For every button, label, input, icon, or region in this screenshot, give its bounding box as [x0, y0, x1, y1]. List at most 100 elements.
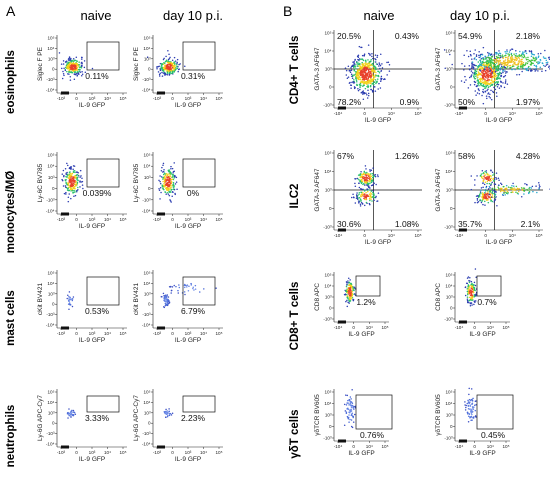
y-tick-label: -10³	[323, 225, 332, 230]
y-axis-label: GATA-3 AF647	[314, 168, 321, 211]
y-tick-label: 10⁴	[143, 46, 150, 51]
y-axis-label: Ly-6C BV785	[133, 163, 140, 202]
quadrant-percentage: 0.43%	[395, 31, 420, 41]
column-header-b: day 10 p.i.	[450, 8, 510, 23]
gate-percentage: 0%	[187, 188, 200, 198]
y-tick-label: 10⁴	[324, 49, 331, 54]
x-tick-label: 0	[75, 96, 78, 101]
y-tick-label: -10³	[444, 436, 453, 441]
x-axis-label: IL-9 GFP	[175, 456, 201, 463]
y-tick-label: 0	[52, 302, 55, 307]
x-tick-label: 10³	[89, 96, 96, 101]
quadrant-percentage: 58%	[458, 151, 475, 161]
x-tick-label: -10³	[57, 217, 66, 222]
x-tick-label: 10⁴	[509, 233, 516, 238]
x-tick-label: -10³	[57, 331, 66, 336]
quadrant-percentage: 2.1%	[521, 219, 541, 229]
y-tick-label: 10⁴	[143, 281, 150, 286]
y-tick-label: 10³	[446, 413, 453, 418]
x-tick-label: 10⁵	[215, 331, 222, 336]
y-tick-label: -10³	[142, 77, 151, 82]
y-tick-label: 10³	[446, 295, 453, 300]
y-tick-label: 0	[329, 424, 332, 429]
x-tick-label: 10³	[185, 450, 192, 455]
x-tick-label: 10⁴	[366, 325, 373, 330]
x-axis-label: IL-9 GFP	[79, 456, 105, 463]
x-tick-label: 0	[484, 233, 487, 238]
x-tick-label: -10³	[153, 217, 162, 222]
column-header-a: naive	[80, 8, 111, 23]
y-tick-label: 0	[450, 85, 453, 90]
y-tick-label: 10⁵	[143, 271, 150, 276]
y-axis-label: CD8 APC	[314, 283, 321, 311]
gate-percentage: 1.2%	[356, 297, 376, 307]
gate-percentage: 6.79%	[181, 306, 206, 316]
x-tick-label: 10³	[89, 331, 96, 336]
y-tick-label: 10³	[48, 56, 55, 61]
y-tick-label: 10⁵	[47, 271, 54, 276]
gate-percentage: 0.7%	[477, 297, 497, 307]
y-tick-label: 10⁴	[445, 49, 452, 54]
y-tick-label: 10⁴	[445, 284, 452, 289]
x-axis-label: IL-9 GFP	[486, 117, 512, 124]
x-tick-label: -10⁴	[455, 444, 464, 449]
x-tick-label: -10⁴	[334, 111, 343, 116]
y-tick-label: 0	[450, 306, 453, 311]
y-tick-label: 10⁴	[143, 164, 150, 169]
x-tick-label: 10⁵	[381, 325, 388, 330]
y-axis-label: Ly-6G APC-Cy7	[133, 395, 140, 441]
x-tick-label: -10⁴	[334, 325, 343, 330]
x-tick-label: 10⁴	[104, 96, 111, 101]
y-tick-label: 0	[148, 421, 151, 426]
axis-break-mark	[338, 106, 346, 110]
x-tick-label: -10³	[57, 450, 66, 455]
gate-rectangle	[182, 276, 216, 306]
row-label-b0: CD4+ T cells	[289, 36, 301, 105]
y-tick-label: -10³	[323, 317, 332, 322]
x-tick-label: 0	[171, 331, 174, 336]
y-tick-label: 10⁵	[324, 151, 331, 156]
y-tick-label: 10⁴	[324, 284, 331, 289]
gate-rectangle	[182, 158, 216, 188]
axis-break-mark	[61, 326, 69, 330]
y-tick-label: 10³	[325, 188, 332, 193]
y-tick-label: 10⁴	[47, 46, 54, 51]
x-tick-label: 10⁴	[200, 331, 207, 336]
flow-plot: -10⁴ 0 10⁴ 10⁵ 10⁵ 10⁴ 10³ 0 -10³ IL-9 GFP GATA-3 …	[435, 150, 550, 246]
axis-break-mark	[459, 228, 467, 232]
y-tick-label: 10⁵	[47, 390, 54, 395]
y-tick-label: -10⁴	[46, 209, 55, 214]
x-tick-label: 0	[352, 444, 355, 449]
x-tick-label: 0	[484, 111, 487, 116]
row-label-1: monocytes/MØ	[5, 171, 17, 253]
row-label-b1: ILC2	[289, 184, 301, 209]
axis-break-mark	[61, 445, 69, 449]
x-axis-label: IL-9 GFP	[365, 239, 391, 246]
x-tick-label: -10⁴	[455, 325, 464, 330]
gate-rectangle	[86, 41, 120, 71]
quadrant-percentage: 2.18%	[516, 31, 541, 41]
quadrant-percentage: 20.5%	[337, 31, 362, 41]
x-axis-label: IL-9 GFP	[348, 331, 374, 338]
quadrant-percentage: 30.6%	[337, 219, 362, 229]
y-tick-label: -10³	[142, 197, 151, 202]
y-tick-label: 10⁴	[47, 164, 54, 169]
y-tick-label: -10⁴	[46, 442, 55, 447]
y-tick-label: 10⁵	[143, 153, 150, 158]
y-tick-label: 10⁵	[445, 31, 452, 36]
x-tick-label: 10⁴	[366, 444, 373, 449]
y-tick-label: 10⁴	[324, 401, 331, 406]
y-tick-label: 10³	[325, 295, 332, 300]
y-tick-label: -10³	[46, 431, 55, 436]
x-tick-label: 0	[363, 233, 366, 238]
y-tick-label: 10⁴	[47, 400, 54, 405]
x-tick-label: 10⁵	[119, 450, 126, 455]
x-axis-label: IL-9 GFP	[469, 450, 495, 457]
y-axis-label: Ly-6C BV785	[37, 163, 44, 202]
x-tick-label: 0	[75, 450, 78, 455]
x-tick-label: 10⁴	[200, 96, 207, 101]
x-tick-label: 10⁴	[388, 111, 395, 116]
y-tick-label: 10⁵	[445, 151, 452, 156]
